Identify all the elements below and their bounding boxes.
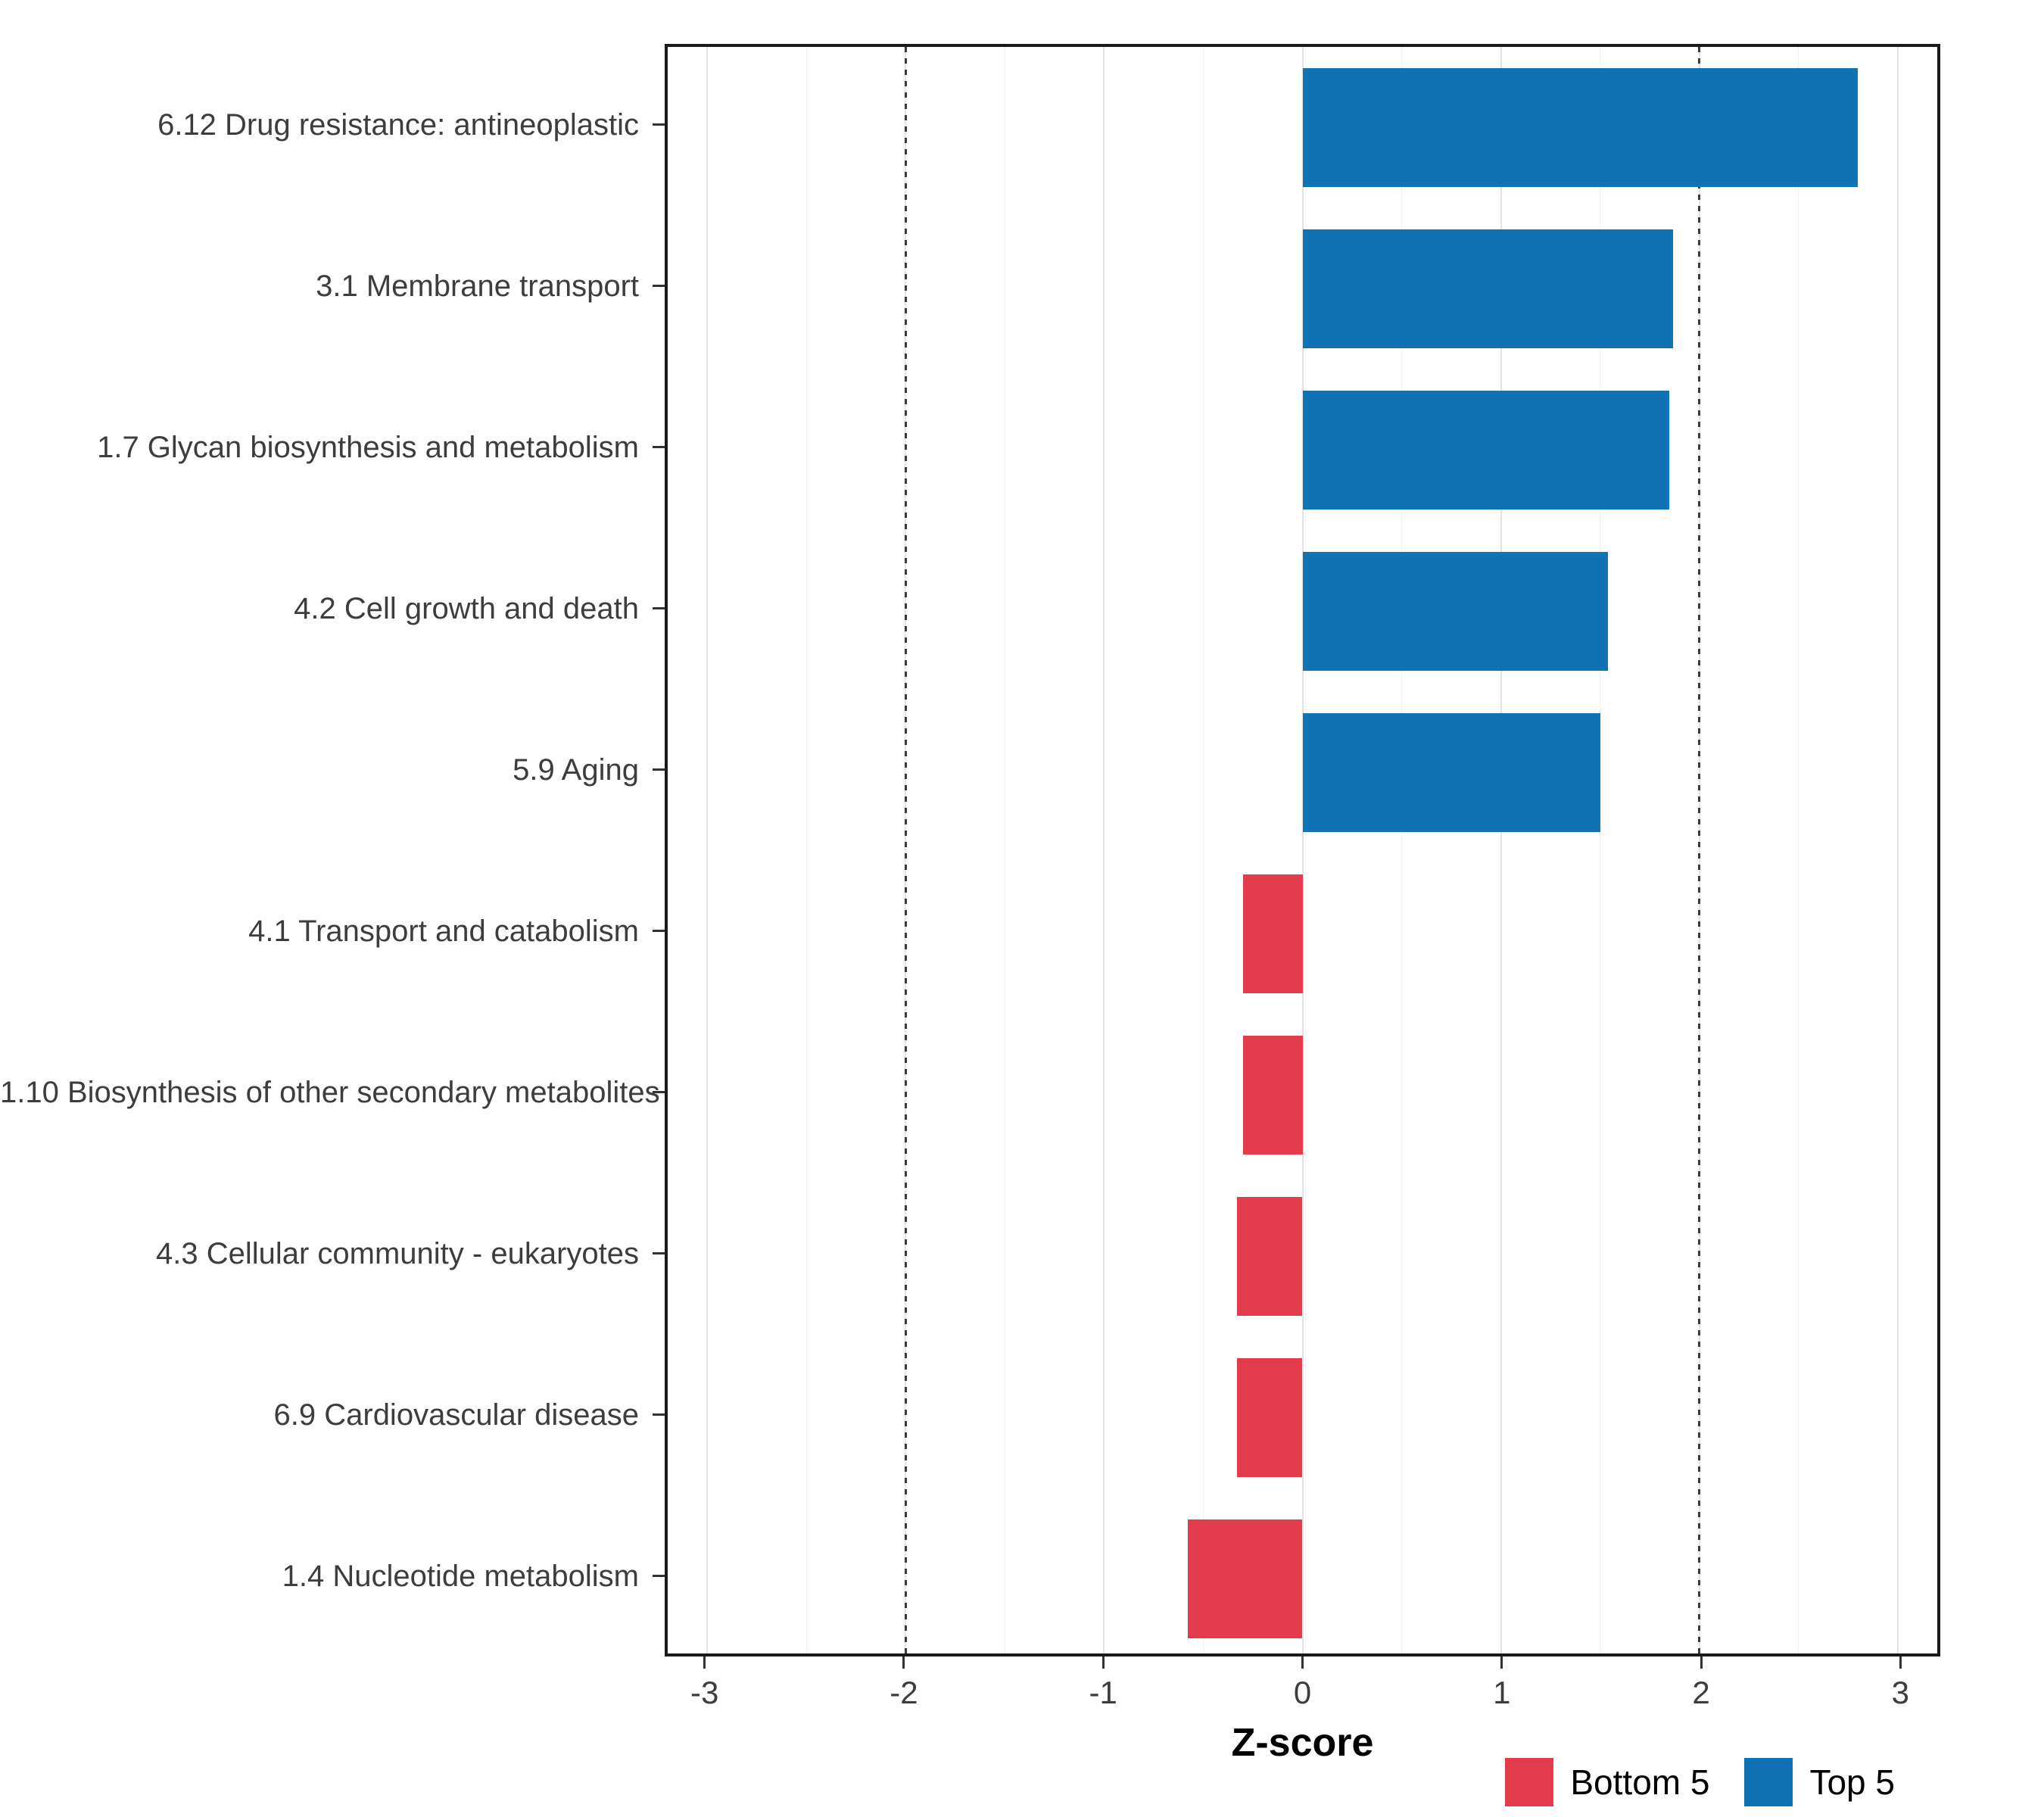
x-axis-tick [1500,1656,1503,1669]
category-label: 1.4 Nucleotide metabolism [282,1559,639,1593]
x-tick-label: 2 [1692,1675,1710,1710]
legend-item-bottom5: Bottom 5 [1505,1758,1709,1806]
legend-swatch-bottom5 [1505,1758,1554,1806]
legend-swatch-top5 [1744,1758,1793,1806]
legend-item-top5: Top 5 [1744,1758,1895,1806]
category-label: 6.12 Drug resistance: antineoplastic [157,108,639,142]
gridline-major [706,47,709,1653]
y-axis-tick [653,285,665,287]
y-axis-tick [653,930,665,932]
bar [1242,874,1303,994]
x-axis-tick [1899,1656,1902,1669]
bar [1237,1357,1303,1478]
x-tick-label: -1 [1089,1675,1117,1710]
category-label: 3.1 Membrane transport [316,269,639,303]
x-axis-title: Z-score [1231,1721,1374,1765]
category-label: 6.9 Cardiovascular disease [273,1398,639,1432]
plot-panel [665,44,1940,1656]
x-axis-tick [902,1656,905,1669]
gridline-minor [805,47,807,1653]
x-tick-label: -3 [690,1675,719,1710]
gridline-minor [1401,47,1403,1653]
gridline-major [1896,47,1899,1653]
y-axis-tick [653,123,665,126]
bar [1302,551,1609,672]
bar [1302,712,1600,833]
legend-label-bottom5: Bottom 5 [1570,1762,1710,1802]
x-tick-label: 0 [1293,1675,1312,1710]
gridline-minor [1798,47,1799,1653]
bar [1302,390,1670,510]
y-axis-tick [653,1413,665,1416]
gridline-major [1500,47,1502,1653]
category-label: 1.7 Glycan biosynthesis and metabolism [97,430,639,464]
bar [1242,1035,1303,1155]
y-axis-tick [653,1091,665,1093]
y-axis-tick [653,1252,665,1254]
x-tick-label: 1 [1493,1675,1511,1710]
x-tick-label: 3 [1891,1675,1910,1710]
category-label: 5.9 Aging [513,753,639,787]
category-label: 1.10 Biosynthesis of other secondary met… [0,1075,660,1109]
reference-line [1698,47,1701,1653]
y-axis-tick [653,607,665,609]
y-axis-tick [653,446,665,448]
gridline-minor [1202,47,1204,1653]
category-label: 4.2 Cell growth and death [294,591,639,625]
bar [1187,1519,1303,1639]
bar [1302,229,1674,349]
y-axis-tick [653,768,665,771]
gridline-major [1103,47,1105,1653]
gridline-major [1301,47,1304,1653]
category-label: 4.1 Transport and catabolism [248,914,639,948]
x-axis-tick [1700,1656,1703,1669]
x-axis-tick [703,1656,706,1669]
reference-line [904,47,907,1653]
x-axis-tick [1301,1656,1304,1669]
bar [1302,67,1859,188]
x-tick-label: -2 [890,1675,918,1710]
bar [1237,1196,1303,1317]
x-axis-tick [1101,1656,1105,1669]
y-axis-tick [653,1575,665,1577]
legend-label-top5: Top 5 [1809,1762,1895,1802]
category-label: 4.3 Cellular community - eukaryotes [155,1236,639,1270]
legend: Bottom 5 Top 5 [665,1758,1940,1806]
